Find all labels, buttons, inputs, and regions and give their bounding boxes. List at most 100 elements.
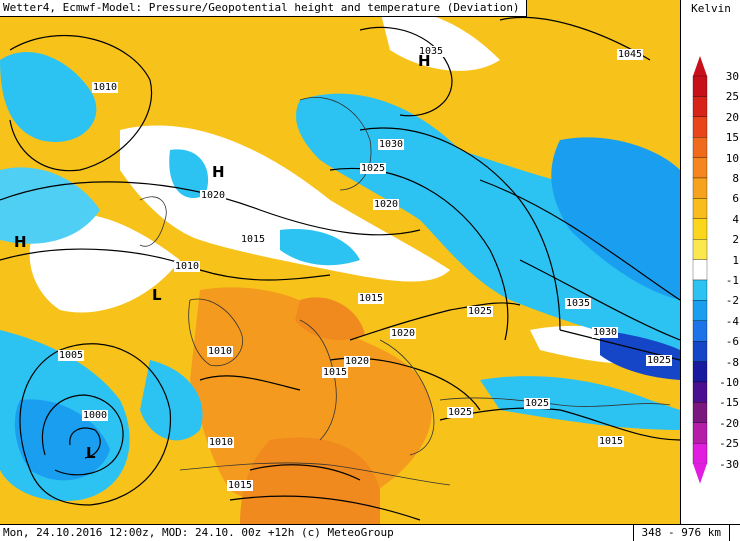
legend-swatch [692,157,708,179]
coastlines [139,97,671,486]
isobar-label: 1030 [592,327,619,338]
warm-anomaly-area [190,287,432,511]
high-pressure-symbol: H [418,52,431,70]
coastline [299,97,372,191]
legend-swatch [692,300,708,321]
legend-swatch [692,75,708,97]
isobar-label: 1035 [418,46,445,57]
legend-arrow-top [693,56,707,76]
isobar-line [359,26,453,117]
legend-tick-label: -8 [725,355,739,369]
isobar-line [41,394,124,476]
isobar-line [519,259,680,341]
coastline [179,462,451,486]
cool-anomaly-area [600,330,680,380]
high-pressure-symbol: H [14,233,27,251]
legend-swatch [692,361,708,383]
legend-arrow-bottom [693,463,707,484]
weather-map: 1010 1035 1045 1030 1025 1020 1020 1015 … [0,0,680,524]
cool-anomaly-area [140,360,203,441]
legend-swatch [692,422,708,444]
isobar-label: 1015 [240,234,267,245]
legend-tick-label: -30 [719,457,739,471]
warm-anomaly-area [295,297,365,340]
isobar-line [359,127,561,331]
legend-swatch [692,402,708,423]
legend-unit: Kelvin [691,2,731,15]
footer-bar: Mon, 24.10.2016 12:00z, MOD: 24.10. 00z … [0,524,740,541]
isobar-label: 1015 [227,480,254,491]
cool-anomaly-area [0,167,100,244]
isobar-label: 1020 [344,356,371,367]
legend-tick-label: -1 [725,274,739,287]
coastline [439,397,671,407]
isobar-label: 1020 [373,199,400,210]
legend-swatch [692,218,708,240]
isobar-label: 1010 [92,82,119,93]
isobar-label: 1010 [207,346,234,357]
isobar-line [19,343,172,506]
isobar-label: 1020 [200,190,227,201]
isobar-label: 1030 [378,139,405,150]
isobar-line [199,375,301,391]
legend-tick-label: -6 [725,335,739,349]
legend-swatch [692,443,708,464]
isobar-label: 1020 [390,328,417,339]
coastline [379,339,435,456]
legend-tick-label: 30 [725,70,739,83]
isobar-line [479,179,680,301]
isobar-line [349,302,521,341]
map-title: Wetter4, Ecmwf-Model: Pressure/Geopotent… [0,0,527,17]
isobar-lines [0,16,680,521]
legend-tick-label: -20 [719,416,739,430]
isobar-label: 1025 [447,407,474,418]
isobar-label: 1025 [360,163,387,174]
isobar-label: 1035 [565,298,592,309]
legend-swatch [692,96,708,117]
legend-tick-label: 15 [725,131,739,145]
legend-tick-label: -2 [725,294,739,308]
legend-swatch [692,116,708,138]
cool-anomaly-area [296,93,680,350]
coastline [299,319,337,441]
high-pressure-symbol: H [212,163,225,181]
legend-tick-label: 2 [732,233,739,247]
legend-tick-label: -4 [725,314,739,328]
isobar-line [439,407,680,441]
isobar-label: 1045 [617,49,644,60]
isobar-label: 1005 [58,350,85,361]
color-legend: Kelvin 30 25 20 15 10 8 6 4 2 1 -1 -2 -4 -6 -8 -10 -15 -2… [680,0,740,524]
neutral-area [380,9,500,71]
low-pressure-symbol: L [152,286,162,304]
isobar-label: 1015 [598,436,625,447]
isobar-line [229,495,421,521]
legend-tick-label: -10 [719,376,739,389]
legend-tick-label: 8 [732,172,739,185]
low-pressure-symbol: L [86,444,96,462]
isobar-label: 1015 [358,293,385,304]
map-svg [0,9,680,524]
scale-indicator: 348 - 976 km [632,525,730,541]
legend-swatch [692,259,708,281]
isobar-label: 1015 [322,367,349,378]
legend-swatch [692,239,708,260]
isobar-line [0,181,421,236]
cool-anomaly-area [551,137,680,300]
legend-swatch [692,198,708,219]
isobar-label: 1025 [646,355,673,366]
isobar-label: 1025 [467,306,494,317]
cool-anomaly-area [0,51,97,142]
legend-tick-label: 4 [732,212,739,226]
coastline [139,196,167,247]
legend-swatch [692,137,708,158]
legend-swatch [692,279,708,301]
neutral-area [29,213,180,313]
legend-tick-label: -25 [719,437,739,451]
cool-anomaly-area [280,229,360,266]
legend-swatch [692,177,708,199]
isobar-label: 1000 [82,410,109,421]
legend-tick-label: 1 [732,253,739,267]
legend-tick-label: 6 [732,192,739,206]
legend-tick-label: 20 [725,110,739,124]
isobar-label: 1025 [524,398,551,409]
